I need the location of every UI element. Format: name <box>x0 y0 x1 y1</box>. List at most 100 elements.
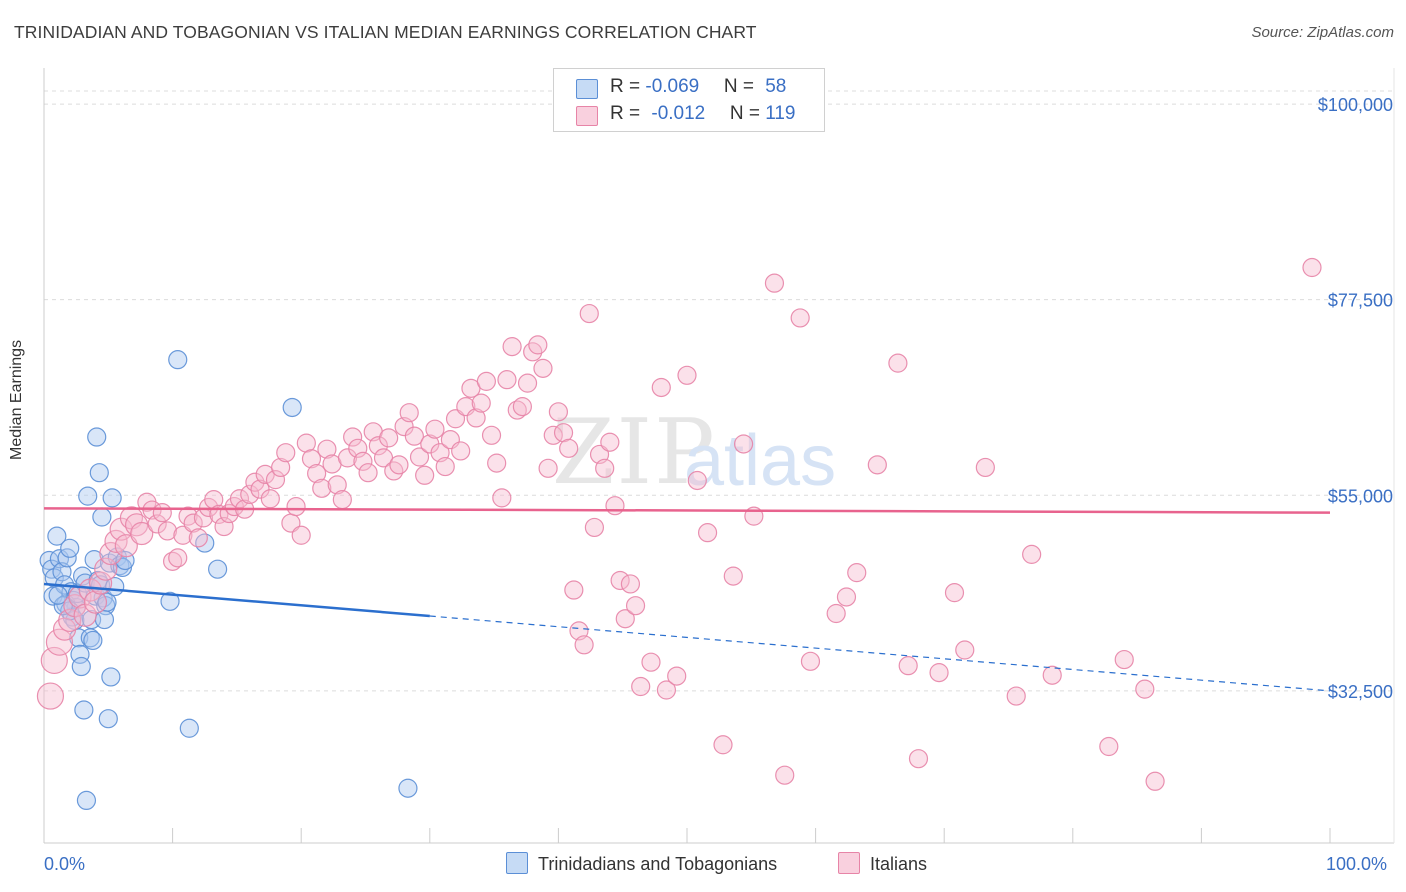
blue-point-22 <box>78 486 98 506</box>
pink-point-105 <box>579 303 599 324</box>
pink-point-25 <box>168 548 188 568</box>
pink-point-95 <box>528 335 548 355</box>
watermark-zip: ZIP <box>552 400 717 505</box>
pink-point-99 <box>548 402 569 422</box>
blue-point-31 <box>74 700 94 720</box>
pink-point-92 <box>512 397 532 417</box>
watermark-atlas: atlas <box>684 421 837 501</box>
source-label: Source: ZipAtlas.com <box>1251 24 1394 41</box>
pink-point-87 <box>487 453 507 473</box>
pink-point-100 <box>553 423 574 443</box>
pink-point-124 <box>723 566 743 586</box>
blue-point-24 <box>83 630 103 651</box>
pink-point-77 <box>435 456 455 477</box>
pink-point-146 <box>1114 649 1134 670</box>
blue-point-34 <box>87 427 107 447</box>
x-tick-label-right: 100.0% <box>1326 854 1388 874</box>
pink-point-64 <box>368 436 388 456</box>
pink-point-90 <box>502 337 522 357</box>
pink-point-122 <box>697 523 718 543</box>
pink-point-72 <box>409 447 430 467</box>
pink-point-1 <box>40 646 68 675</box>
pink-point-119 <box>667 666 687 686</box>
blue-point-56 <box>282 397 302 418</box>
pink-point-26 <box>173 525 193 545</box>
pink-point-145 <box>1099 736 1119 757</box>
pink-point-67 <box>384 461 404 481</box>
pink-swatch-icon <box>576 106 598 126</box>
blue-point-36 <box>92 507 112 527</box>
blue-n-value: 58 <box>765 76 787 97</box>
pink-point-113 <box>620 574 641 594</box>
pink-point-53 <box>312 478 332 498</box>
pink-point-135 <box>888 353 908 373</box>
pink-point-28 <box>183 513 203 533</box>
blue-point-35 <box>89 463 109 483</box>
pink-point-11 <box>94 557 118 581</box>
pink-point-43 <box>260 489 280 509</box>
pink-point-93 <box>517 373 538 393</box>
pink-point-48 <box>286 496 306 517</box>
pink-point-131 <box>826 603 846 624</box>
correlation-legend: R = -0.069 N = 58 R = -0.012 N = 119 <box>553 68 825 132</box>
pink-point-109 <box>600 432 620 452</box>
pink-n-value: 119 <box>765 103 796 124</box>
y-tick-label-2: $77,500 <box>1328 291 1393 311</box>
pink-point-108 <box>595 458 615 478</box>
pink-point-96 <box>533 358 553 378</box>
blue-n-label: N = <box>723 76 760 97</box>
pink-point-130 <box>800 651 821 671</box>
pink-point-52 <box>307 463 327 484</box>
y-tick-label-1: $55,000 <box>1328 486 1393 506</box>
pink-point-104 <box>574 635 594 655</box>
blue-point-32 <box>76 790 97 811</box>
pink-point-127 <box>764 273 785 293</box>
pink-point-120 <box>677 365 697 385</box>
blue-point-45 <box>101 667 121 687</box>
pink-point-83 <box>466 408 486 428</box>
pink-point-15 <box>114 534 138 558</box>
pink-point-56 <box>327 475 347 495</box>
blue-point-46 <box>98 709 118 729</box>
pink-point-39 <box>240 484 260 505</box>
pink-point-89 <box>497 370 517 390</box>
y-axis-label: Median Earnings <box>8 339 25 460</box>
pink-point-23 <box>157 521 178 541</box>
pink-point-115 <box>631 676 651 697</box>
pink-point-137 <box>908 749 929 769</box>
pink-point-121 <box>687 470 707 491</box>
x-tick-label-left: 0.0% <box>44 854 86 874</box>
pink-point-50 <box>296 433 316 453</box>
pink-point-85 <box>476 371 496 391</box>
pink-point-134 <box>867 455 887 475</box>
blue-swatch-icon <box>576 79 598 99</box>
pink-point-102 <box>564 580 584 600</box>
pink-point-88 <box>492 488 512 508</box>
blue-point-53 <box>179 718 199 738</box>
pink-point-62 <box>358 463 378 483</box>
blue-trend-line-dashed <box>429 615 1331 692</box>
pink-point-9 <box>83 590 108 614</box>
pink-point-86 <box>481 425 502 445</box>
pink-point-110 <box>605 496 625 516</box>
pink-point-54 <box>317 439 337 459</box>
pink-point-97 <box>538 458 558 478</box>
pink-point-68 <box>389 455 409 475</box>
pink-point-51 <box>301 449 322 469</box>
pink-point-66 <box>379 428 399 448</box>
pink-legend-swatch-icon <box>838 852 860 874</box>
pink-legend-label: Italians <box>870 854 928 874</box>
blue-point-9 <box>60 538 80 558</box>
blue-point-17 <box>70 644 90 664</box>
bottom-legend-pink: Italians <box>838 852 927 875</box>
pink-point-49 <box>291 525 311 545</box>
pink-point-136 <box>898 656 918 676</box>
pink-point-0 <box>36 682 65 710</box>
pink-point-29 <box>188 528 208 548</box>
pink-point-138 <box>929 663 949 683</box>
pink-point-132 <box>836 587 857 607</box>
pink-point-2 <box>45 628 74 656</box>
pink-point-79 <box>445 409 466 429</box>
pink-point-139 <box>944 583 965 603</box>
